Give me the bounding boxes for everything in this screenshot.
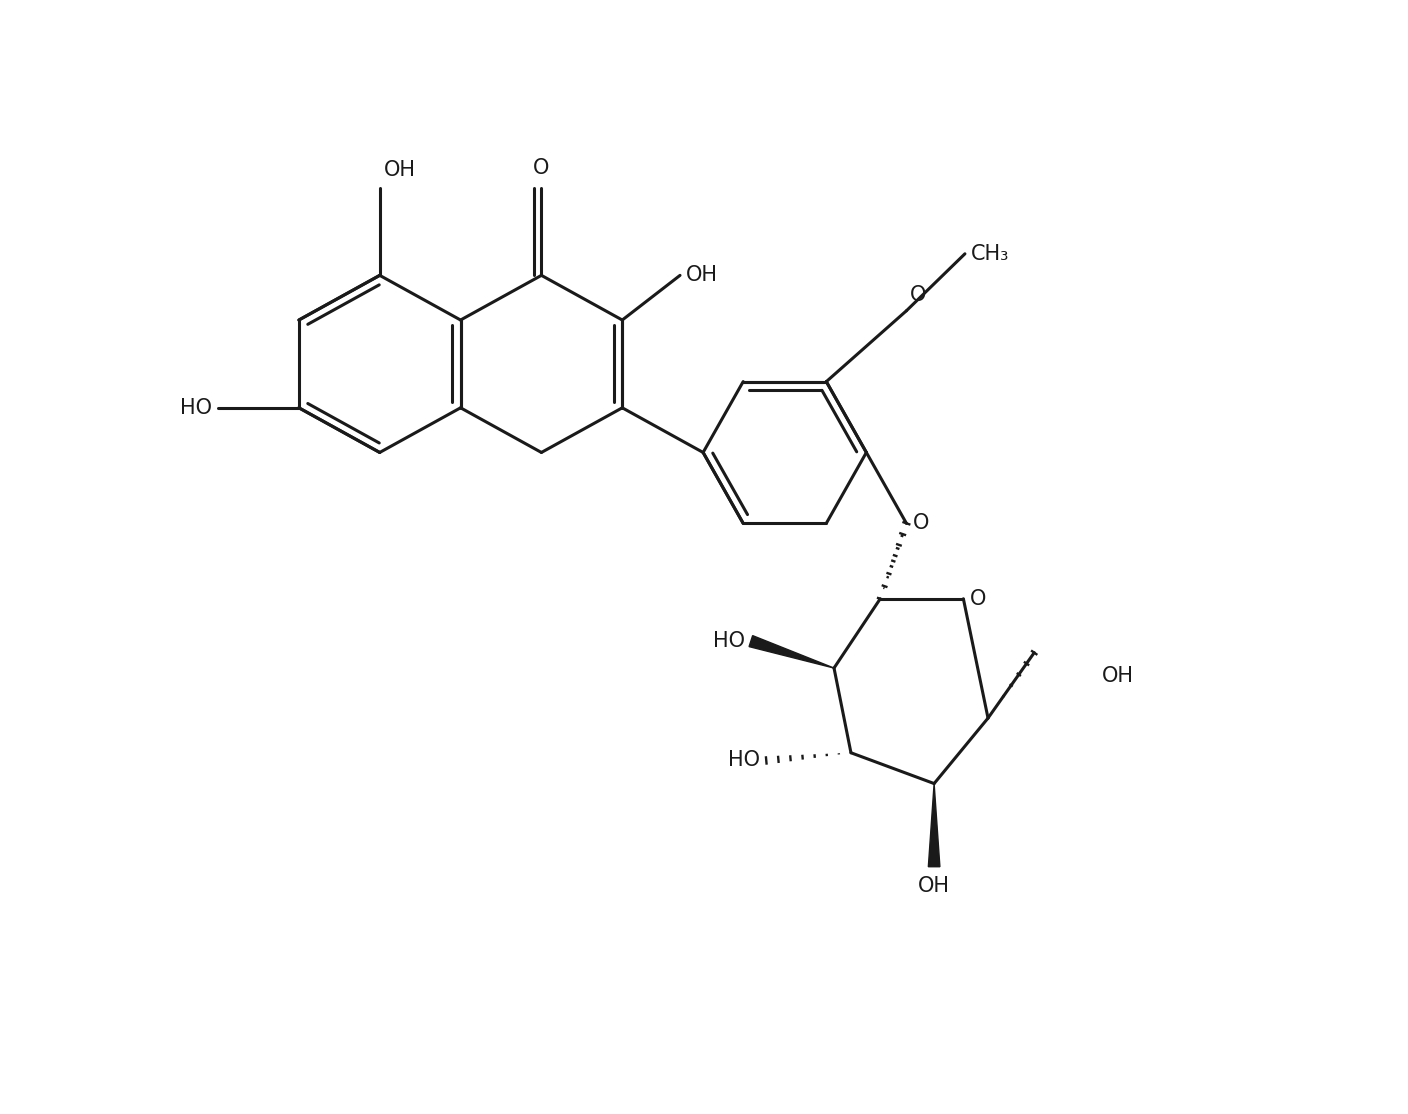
Text: O: O xyxy=(534,158,549,178)
Text: OH: OH xyxy=(383,160,415,179)
Text: O: O xyxy=(912,514,929,534)
Text: OH: OH xyxy=(918,876,950,896)
Text: OH: OH xyxy=(686,265,718,285)
Text: OH: OH xyxy=(1102,666,1133,686)
Text: O: O xyxy=(970,589,986,608)
Text: HO: HO xyxy=(728,751,760,771)
Text: CH₃: CH₃ xyxy=(972,244,1010,264)
Polygon shape xyxy=(749,636,834,668)
Text: HO: HO xyxy=(712,632,745,651)
Polygon shape xyxy=(928,783,941,867)
Text: HO: HO xyxy=(180,398,211,418)
Text: O: O xyxy=(910,284,926,304)
